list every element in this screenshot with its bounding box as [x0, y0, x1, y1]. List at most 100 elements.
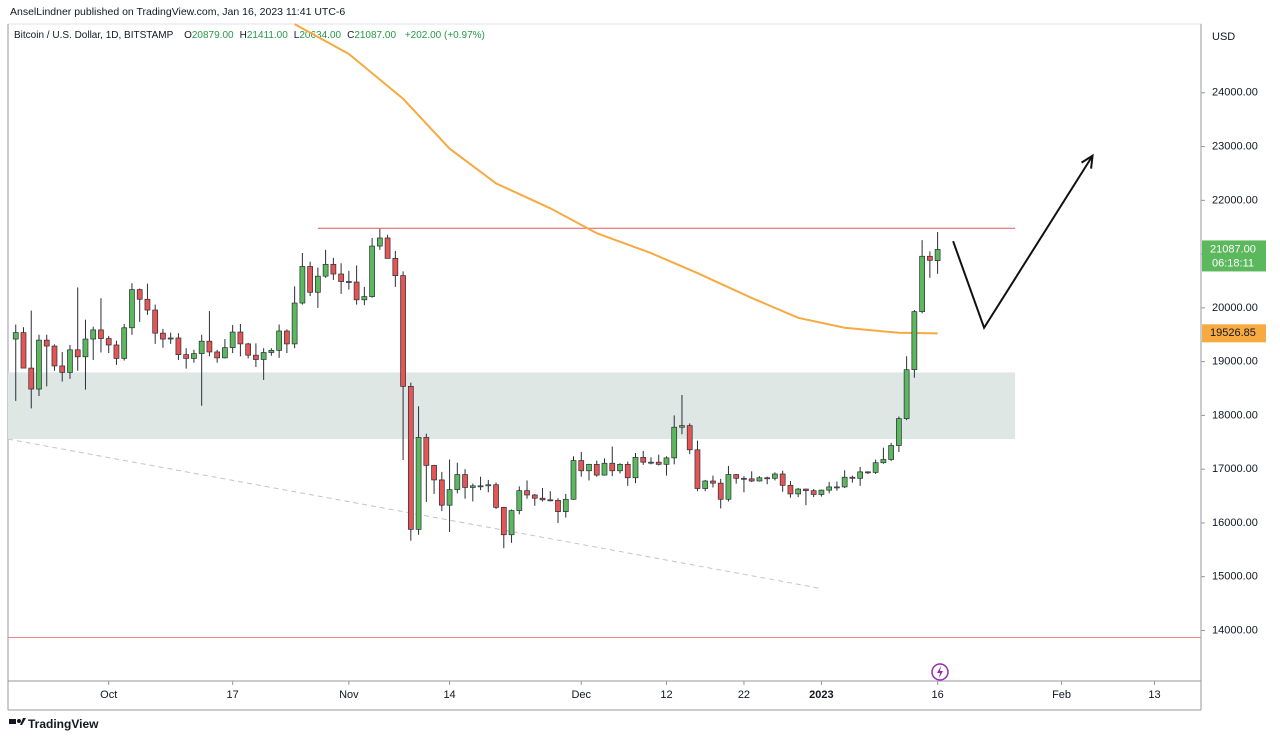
candle-body	[555, 500, 561, 512]
candle-body	[547, 499, 554, 502]
candle-body	[601, 462, 608, 476]
y-tick-label: 17000.00	[1212, 463, 1258, 475]
candle-body	[175, 337, 182, 356]
candle-body	[353, 281, 360, 301]
candle-body	[276, 330, 282, 351]
ohlc-value: 20879.00	[191, 30, 234, 41]
candle-body	[454, 474, 461, 490]
candle-body	[284, 330, 290, 345]
candle-body	[624, 463, 631, 479]
candle-body	[702, 480, 709, 489]
x-tick-label: 13	[1148, 689, 1160, 701]
candle-body	[826, 486, 833, 491]
candle-body	[756, 477, 763, 482]
y-tick-label: 15000.00	[1212, 571, 1258, 583]
candle-body	[260, 352, 267, 360]
plot-frame	[7, 23, 1202, 682]
candle-body	[113, 344, 120, 359]
publisher-line: AnselLindner published on TradingView.co…	[10, 6, 346, 18]
x-tick-label: 14	[443, 689, 455, 701]
candle-body	[934, 249, 941, 261]
candle-body	[415, 437, 422, 530]
candle-body	[291, 302, 298, 345]
x-tick-label: Dec	[571, 689, 591, 701]
candle-body	[369, 245, 375, 297]
candle-body	[229, 331, 236, 349]
trendline	[7, 438, 822, 590]
candle-body	[539, 497, 546, 501]
x-tick-label: 16	[931, 689, 943, 701]
candle-body	[609, 462, 616, 472]
candle-body	[322, 263, 329, 277]
candle-body	[562, 498, 569, 512]
candle-body	[485, 484, 492, 487]
candle-body	[655, 461, 662, 465]
candle-body	[818, 489, 825, 495]
y-tick-label: 16000.00	[1212, 517, 1258, 529]
candle-body	[787, 484, 794, 495]
candle-body	[880, 459, 887, 464]
moving-average	[294, 23, 938, 335]
candle-body	[198, 340, 205, 354]
candle-body	[803, 488, 809, 492]
candle-body	[686, 425, 693, 451]
logo	[9, 718, 26, 725]
candle-body	[400, 275, 406, 387]
last-price-label: 21087.00	[1210, 243, 1256, 255]
ohlc-values: O20879.00 H21411.00 L20634.00 C21087.00	[184, 30, 402, 41]
candle-body	[508, 510, 515, 536]
candle-body	[214, 351, 221, 359]
candle-body	[640, 456, 647, 463]
candle-body	[299, 266, 306, 304]
candle-body	[865, 471, 871, 474]
candle-body	[152, 309, 159, 334]
candle-body	[129, 289, 135, 329]
candle-body	[469, 485, 476, 488]
candle-body	[105, 338, 112, 346]
candle-body	[245, 343, 251, 356]
candle-body	[376, 237, 383, 247]
candle-body	[67, 349, 73, 373]
candle-body	[896, 418, 902, 446]
x-tick-label: 12	[660, 689, 672, 701]
x-tick-label: Feb	[1052, 689, 1071, 701]
countdown: 06:18:11	[1212, 257, 1254, 269]
candle-body	[795, 488, 802, 495]
candle-body	[679, 425, 685, 428]
candle-body	[671, 426, 678, 459]
candle-body	[206, 340, 213, 353]
symbol: Bitcoin / U.S. Dollar, 1D, BITSTAMP	[14, 30, 174, 41]
projection	[952, 155, 1094, 331]
candle-body	[834, 486, 840, 489]
candle-body	[710, 480, 716, 484]
candle-body	[857, 471, 863, 479]
candle-body	[524, 490, 530, 496]
candle-body	[717, 482, 724, 500]
y-tick-label: 22000.00	[1212, 194, 1258, 206]
candle-body	[82, 338, 89, 358]
candle-body	[253, 354, 259, 360]
candle-body	[663, 457, 670, 465]
candle-body	[438, 479, 445, 506]
candle-body	[268, 349, 275, 353]
candle-body	[911, 311, 918, 371]
ohlc-key: C	[347, 30, 355, 41]
candle-body	[144, 298, 151, 311]
last-price-box	[1202, 240, 1266, 272]
candle-body	[888, 445, 894, 460]
x-tick-label: Oct	[100, 689, 117, 701]
ma-price-label: 19526.85	[1210, 327, 1256, 339]
ohlc-key: L	[293, 30, 300, 41]
candle-body	[446, 489, 453, 506]
ohlc-value: 21411.00	[246, 30, 288, 41]
candle-body	[462, 474, 468, 488]
candle-body	[516, 490, 523, 511]
candle-body	[384, 237, 391, 259]
x-tick-label: 22	[738, 689, 750, 701]
candle-body	[338, 273, 344, 282]
y-tick-label: 23000.00	[1212, 140, 1258, 152]
candle-body	[919, 255, 925, 312]
candle-body	[43, 339, 50, 347]
candle-body	[160, 332, 166, 340]
candle-body	[167, 337, 174, 340]
